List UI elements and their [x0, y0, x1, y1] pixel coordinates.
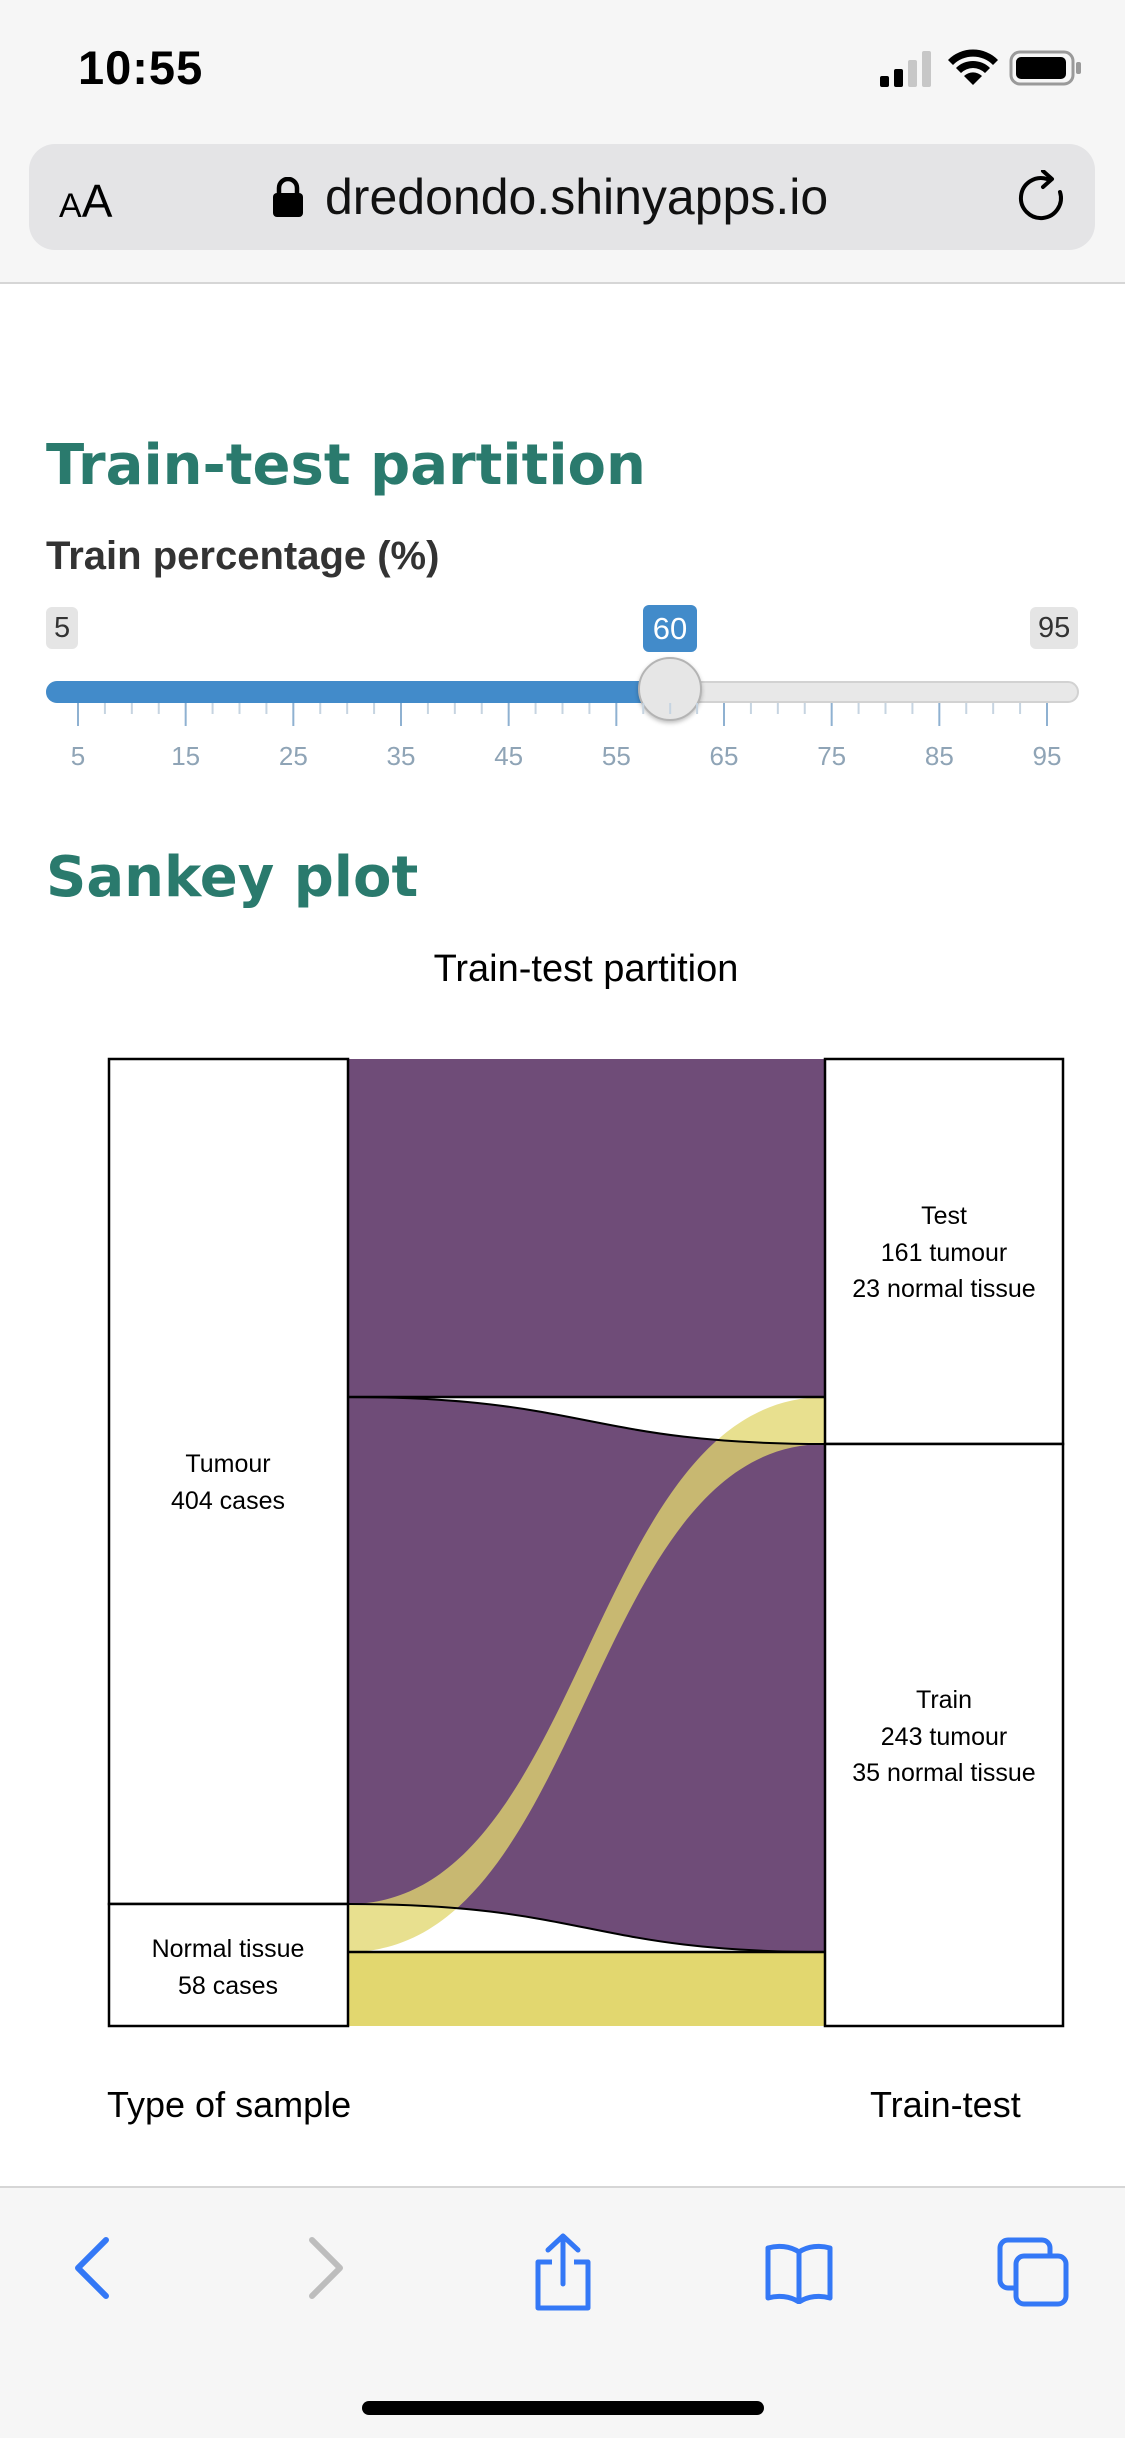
reader-settings-button[interactable]: AA — [59, 175, 113, 227]
right-axis-label: Train-test — [870, 2084, 1021, 2125]
home-indicator — [362, 2401, 764, 2415]
train-percentage-label: Train percentage (%) — [46, 534, 440, 578]
slider-tick-label: 85 — [924, 741, 954, 771]
url-text[interactable]: dredondo.shinyapps.io — [325, 169, 829, 225]
node-tumour-count: 404 cases — [171, 1487, 285, 1515]
status-time: 10:55 — [78, 41, 204, 94]
share-icon[interactable] — [530, 2232, 596, 2312]
partition-heading: Train-test partition — [46, 433, 646, 498]
bookmarks-icon[interactable] — [764, 2240, 834, 2304]
left-axis-label: Type of sample — [107, 2084, 352, 2125]
flow-outline — [347, 1903, 826, 1953]
node-test — [823, 1057, 1065, 1446]
tabs-icon[interactable] — [996, 2236, 1072, 2308]
slider-tick-label: 25 — [278, 741, 308, 771]
node-normal-count: 58 cases — [178, 1972, 278, 2000]
node-test-normal: 23 normal tissue — [852, 1275, 1035, 1303]
wifi-icon — [948, 49, 998, 85]
node-train-normal: 35 normal tissue — [852, 1759, 1035, 1787]
battery-icon — [1009, 50, 1081, 86]
lock-icon — [273, 177, 303, 217]
slider-value-label: 60 — [643, 605, 697, 652]
sankey-heading: Sankey plot — [46, 845, 419, 910]
reload-icon[interactable] — [1015, 170, 1069, 224]
slider-tick-label: 55 — [601, 741, 631, 771]
browser-toolbar — [0, 2186, 1125, 2438]
node-test-label: Test — [921, 1202, 967, 1230]
node-tumour — [107, 1057, 350, 1906]
node-train-label: Train — [916, 1686, 972, 1714]
node-tumour-label: Tumour — [185, 1450, 270, 1478]
flow-normal-test — [348, 1397, 825, 1952]
address-bar[interactable]: AA dredondo.shinyapps.io — [29, 144, 1095, 250]
slider-grid — [77, 703, 1048, 726]
slider-tick-label: 75 — [817, 741, 847, 771]
slider-fill — [46, 681, 671, 703]
browser-top-chrome: 10:55 AA dredondo.shinyapps.io — [0, 0, 1125, 284]
slider-tick-label: 35 — [386, 741, 416, 771]
cellular-signal-icon — [880, 51, 931, 87]
slider-tick-label: 45 — [494, 741, 524, 771]
flow-tumour-test — [348, 1059, 825, 1397]
node-train-tumour: 243 tumour — [881, 1723, 1007, 1751]
sankey-plot: Tumour 404 cases Normal tissue 58 cases … — [107, 1057, 1065, 2028]
back-chevron-icon[interactable] — [68, 2228, 118, 2308]
status-icons — [880, 49, 1081, 87]
slider-tick-label: 95 — [1032, 741, 1062, 771]
slider-tick-label: 15 — [171, 741, 201, 771]
slider-tick-label: 5 — [70, 741, 86, 771]
flow-outline — [347, 1396, 826, 1445]
slider-tick-label: 65 — [709, 741, 739, 771]
slider-min-label: 5 — [46, 607, 79, 649]
node-normal-label: Normal tissue — [152, 1935, 305, 1963]
slider-max-label: 95 — [1030, 607, 1079, 649]
flow-normal-train — [348, 1952, 825, 2026]
forward-chevron-icon[interactable] — [300, 2228, 350, 2308]
node-train — [823, 1442, 1065, 2028]
plot-title: Train-test partition — [433, 948, 739, 990]
node-test-tumour: 161 tumour — [881, 1239, 1007, 1267]
node-normal — [107, 1902, 350, 2028]
